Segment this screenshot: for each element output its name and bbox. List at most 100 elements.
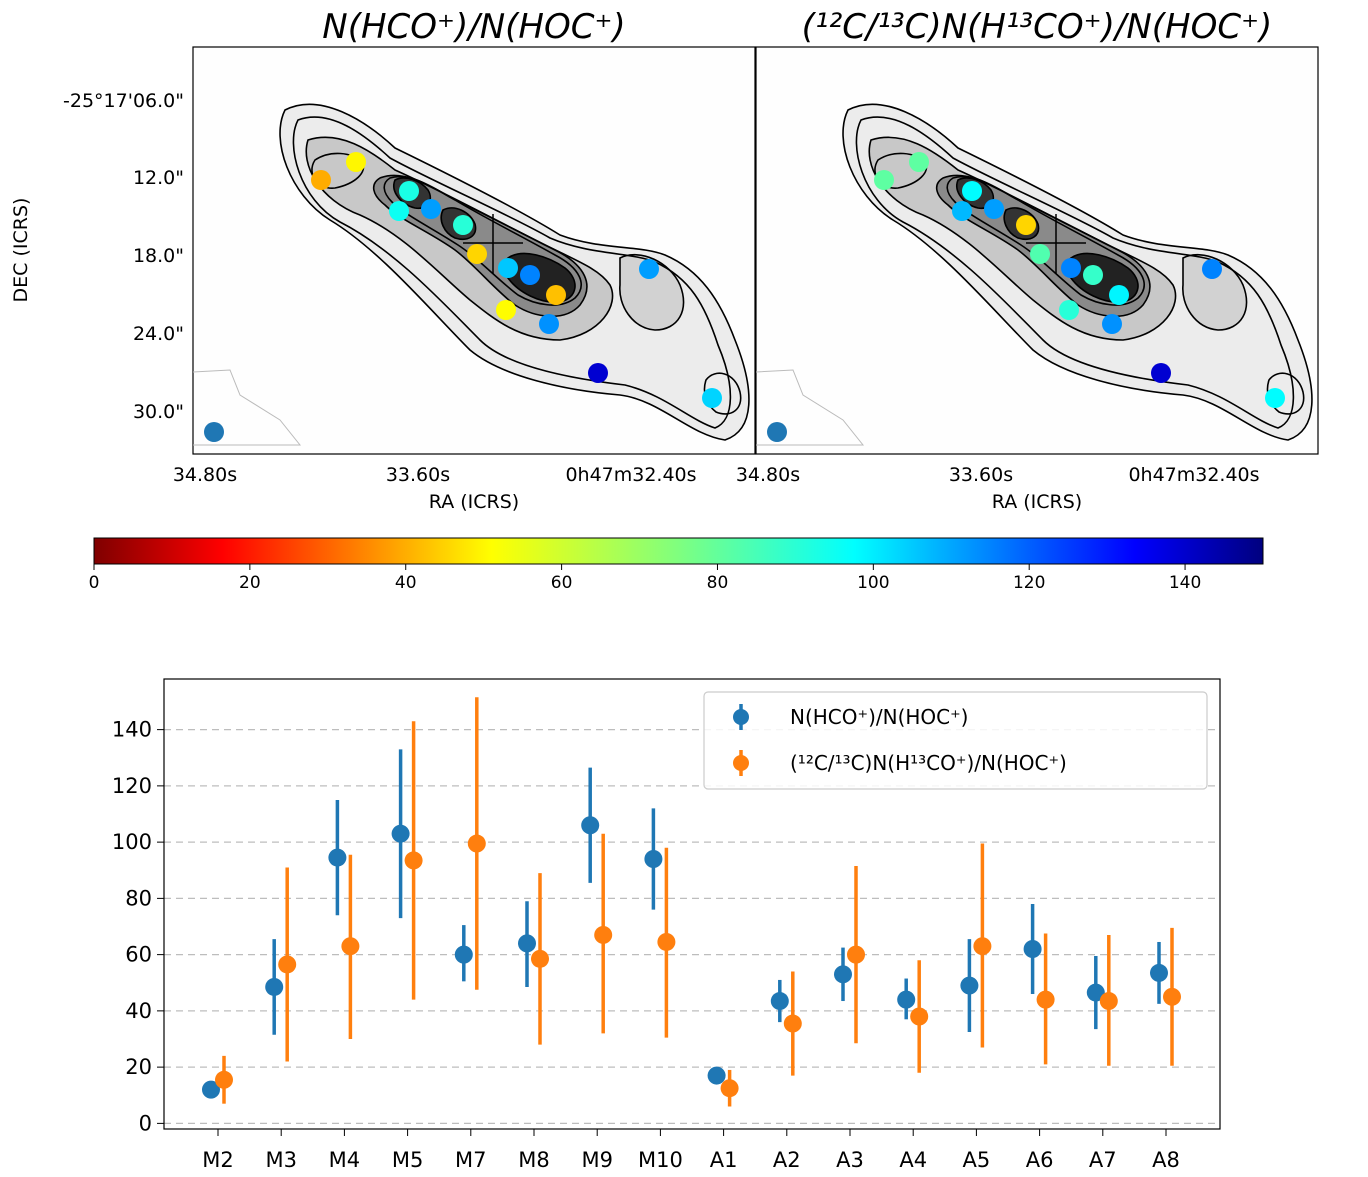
colorbar-gradient: [93, 537, 1264, 565]
data-point: [581, 816, 600, 835]
x-tick-label: A4: [899, 1148, 927, 1172]
ratio-position-marker: [1265, 388, 1285, 408]
data-point: [391, 824, 410, 843]
x-tick-label: M5: [392, 1148, 423, 1172]
data-point: [404, 851, 423, 870]
emission-clump: [619, 254, 684, 330]
contour-line: [1003, 207, 1040, 240]
y-tick-label: 0: [139, 1111, 152, 1135]
ratio-position-marker: [1030, 244, 1050, 264]
x-tick-label: 0h47m32.40s: [1128, 464, 1259, 486]
beam-marker: [204, 422, 224, 442]
contour-line: [842, 103, 1313, 441]
y-tick-label: 30.0": [133, 401, 184, 423]
x-tick-label: 33.60s: [386, 464, 450, 486]
x-tick-label: A2: [773, 1148, 801, 1172]
data-point: [518, 934, 536, 953]
data-point: [215, 1070, 233, 1089]
ratio-position-marker: [962, 181, 982, 201]
legend: N(HCO⁺)/N(HOC⁺) (¹²C/¹³C)N(H¹³CO⁺)/N(HOC…: [703, 691, 1208, 790]
x-tick-label: A5: [963, 1148, 991, 1172]
y-tick-label: 120: [112, 774, 152, 798]
contour-line: [440, 207, 477, 240]
x-tick-label: M3: [265, 1148, 296, 1172]
ratio-position-marker: [909, 152, 929, 172]
x-axis-label: RA (ICRS): [992, 491, 1082, 513]
data-point: [1150, 963, 1168, 982]
colorbar-tick-label: 40: [395, 573, 417, 593]
ratio-position-marker: [1083, 265, 1103, 285]
ratio-position-marker: [453, 215, 473, 235]
central-cross-marker: [1026, 214, 1086, 274]
y-axis: 0 20 40 60 80 100 120 140: [112, 718, 164, 1135]
noise-outline: [193, 369, 302, 446]
ratio-position-marker: [520, 265, 540, 285]
ratio-position-marker: [311, 170, 331, 190]
data-point: [834, 965, 852, 984]
data-point: [594, 925, 613, 944]
ratio-position-marker: [702, 388, 722, 408]
legend-label: (¹²C/¹³C)N(H¹³CO⁺)/N(HOC⁺): [790, 751, 1067, 775]
x-tick-label: M8: [518, 1148, 549, 1172]
ratio-position-marker: [467, 244, 487, 264]
y-tick-label: -25°17'06.0": [63, 90, 184, 112]
legend-marker-hco-hoc: [733, 709, 749, 725]
data-point: [454, 945, 473, 964]
ratio-position-marker: [399, 181, 419, 201]
colorbar-tick-label: 60: [551, 573, 573, 593]
map-title: N(HCO⁺)/N(HOC⁺): [322, 7, 625, 47]
data-point: [897, 990, 916, 1009]
data-point: [770, 992, 789, 1011]
ratio-position-marker: [1109, 285, 1129, 305]
contour-line: [305, 136, 614, 341]
colorbar-tick-label: 140: [1169, 573, 1201, 593]
central-cross-marker: [463, 214, 523, 274]
data-point: [783, 1014, 802, 1033]
emission-clump: [1182, 254, 1247, 330]
ratio-position-marker: [539, 314, 559, 334]
y-tick-label: 18.0": [133, 245, 184, 267]
y-tick-label: 40: [125, 999, 152, 1023]
data-point: [644, 850, 663, 868]
x-tick-label: A8: [1152, 1148, 1180, 1172]
legend-marker-h13co-hoc: [733, 755, 749, 771]
colorbar-tick-label: 0: [89, 573, 100, 593]
data-point: [1086, 983, 1105, 1002]
x-tick-label: 34.80s: [173, 464, 237, 486]
colorbar-tick-label: 80: [707, 573, 729, 593]
data-point: [467, 834, 486, 853]
data-point: [202, 1080, 220, 1099]
y-tick-label: 24.0": [133, 323, 184, 345]
contour-line: [868, 136, 1177, 341]
map-title: (¹²C/¹³C)N(H¹³CO⁺)/N(HOC⁺): [802, 7, 1273, 47]
contour-line: [1182, 253, 1248, 331]
data-point: [707, 1066, 726, 1085]
ratio-position-marker: [984, 199, 1004, 219]
contour-line: [279, 103, 750, 441]
contour-line: [619, 253, 685, 331]
ratio-position-marker: [952, 201, 972, 221]
data-point: [328, 848, 347, 867]
colorbar-tick-label: 120: [1013, 573, 1045, 593]
ratio-position-marker: [1016, 215, 1036, 235]
x-tick-label: M9: [581, 1148, 612, 1172]
ratio-position-marker: [346, 152, 366, 172]
data-point: [278, 955, 297, 974]
legend-box: [703, 691, 1208, 790]
map-panel-left: N(HCO⁺)/N(HOC⁺) 34.80s 33.60s 0h47m32.40…: [10, 7, 756, 513]
ratio-position-marker: [588, 363, 608, 383]
data-point: [720, 1079, 739, 1098]
data-point: [657, 932, 676, 951]
data-point: [265, 977, 284, 996]
x-tick-label: M2: [202, 1148, 233, 1172]
x-axis: M2 M3 M4 M5 M7 M8 M9 M10 A1 A2 A3 A4 A5 A6 A7 A8: [202, 1129, 1180, 1172]
data-point: [910, 1007, 929, 1026]
data-point: [1163, 987, 1181, 1006]
ratio-position-marker: [546, 285, 566, 305]
contour-line: [292, 116, 732, 429]
contour-line: [855, 116, 1295, 429]
x-tick-label: A6: [1026, 1148, 1054, 1172]
series-1: [215, 697, 1181, 1107]
y-tick-label: 80: [125, 886, 152, 910]
plot-frame: [163, 678, 1221, 1130]
